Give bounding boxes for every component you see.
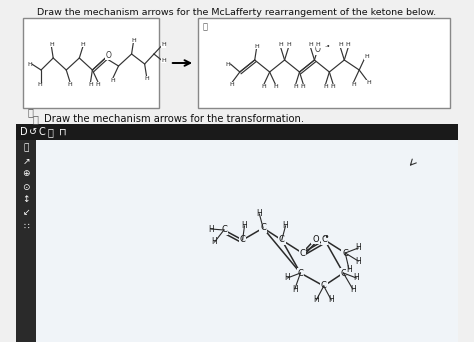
Text: H: H	[350, 285, 356, 293]
Text: H: H	[242, 222, 247, 231]
Bar	[16, 124, 458, 140]
Text: H: H	[323, 84, 328, 90]
Text: ∷: ∷	[23, 222, 29, 231]
Bar	[198, 18, 450, 108]
Text: H: H	[161, 57, 166, 63]
Text: H: H	[354, 274, 359, 282]
Text: H: H	[49, 41, 54, 47]
Text: H: H	[81, 41, 85, 47]
Text: ↺: ↺	[29, 127, 37, 137]
Text: H: H	[38, 82, 43, 88]
Text: H: H	[328, 295, 334, 304]
Text: H: H	[256, 210, 262, 219]
Text: C: C	[300, 249, 305, 258]
Text: H: H	[273, 84, 278, 90]
Text: O: O	[312, 235, 319, 244]
Text: H: H	[284, 274, 290, 282]
Text: ⓘ: ⓘ	[33, 114, 38, 124]
Text: H: H	[292, 285, 298, 293]
Text: ↙: ↙	[22, 209, 30, 218]
Text: H: H	[338, 42, 343, 48]
Text: C: C	[342, 249, 348, 258]
Text: H: H	[301, 84, 306, 90]
Text: ⊓: ⊓	[59, 127, 66, 137]
Text: ⊙: ⊙	[22, 183, 30, 192]
Text: H: H	[212, 237, 218, 247]
Text: 🔒: 🔒	[202, 22, 208, 31]
Text: H: H	[356, 256, 361, 265]
Text: H: H	[283, 222, 288, 231]
Text: H: H	[346, 42, 350, 48]
Text: ⎕: ⎕	[23, 144, 29, 153]
Text: H: H	[144, 76, 149, 80]
Text: C: C	[298, 268, 303, 277]
Text: H: H	[346, 264, 352, 274]
Text: H: H	[366, 79, 371, 84]
Text: H: H	[208, 224, 214, 234]
Text: H: H	[110, 78, 115, 82]
Text: H: H	[262, 84, 266, 90]
Text: H: H	[331, 84, 336, 90]
Text: H: H	[293, 84, 298, 90]
Text: O: O	[105, 51, 111, 60]
Text: H: H	[254, 43, 259, 49]
Text: ⓘ: ⓘ	[27, 107, 33, 117]
Text: ↗: ↗	[22, 157, 30, 166]
Text: H: H	[313, 295, 319, 304]
Text: C: C	[260, 224, 266, 233]
Text: H: H	[278, 42, 283, 48]
Text: Draw the mechanism arrows for the McLafferty rearrangement of the ketone below.: Draw the mechanism arrows for the McLaff…	[37, 8, 437, 17]
Text: C: C	[279, 236, 285, 245]
Text: 🔍: 🔍	[47, 127, 54, 137]
Bar	[16, 140, 458, 342]
Text: H: H	[229, 81, 234, 87]
Bar	[23, 18, 159, 108]
Text: H: H	[286, 42, 291, 48]
Text: H: H	[356, 244, 361, 252]
Text: C: C	[321, 281, 327, 290]
Text: ·•: ·•	[325, 44, 331, 50]
Bar	[16, 140, 36, 342]
Text: H: H	[225, 62, 230, 66]
Text: H: H	[351, 82, 356, 88]
Text: O: O	[314, 45, 320, 54]
Text: Draw the mechanism arrows for the transformation.: Draw the mechanism arrows for the transf…	[44, 114, 304, 124]
Text: C: C	[240, 236, 246, 245]
Text: H: H	[308, 42, 313, 48]
Text: H: H	[365, 54, 369, 60]
Text: C: C	[38, 127, 45, 137]
Text: H: H	[68, 81, 73, 87]
Text: H: H	[27, 62, 32, 66]
Text: ⊕: ⊕	[22, 170, 30, 179]
Text: H: H	[88, 81, 93, 87]
Text: ·•: ·•	[322, 233, 329, 241]
Text: H: H	[316, 42, 320, 48]
Text: H: H	[161, 42, 166, 48]
Text: H: H	[131, 38, 136, 42]
Text: C: C	[322, 236, 328, 245]
Text: D: D	[19, 127, 27, 137]
Text: C: C	[340, 268, 346, 277]
Text: ↕: ↕	[22, 196, 30, 205]
Text: H: H	[96, 81, 100, 87]
Text: C: C	[221, 225, 227, 235]
